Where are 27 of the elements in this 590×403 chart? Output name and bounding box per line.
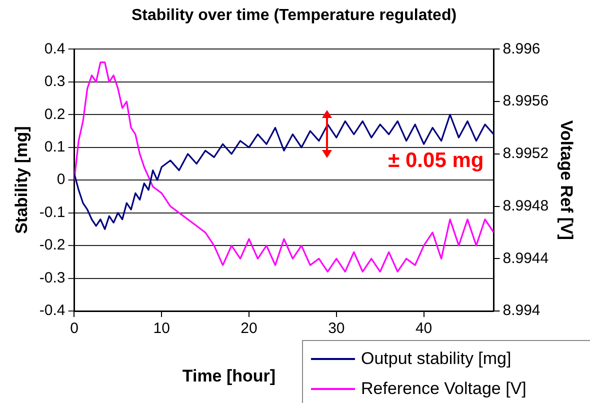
legend-label: Reference Voltage [V] — [361, 379, 526, 399]
y-tick-label: -0.2 — [39, 236, 66, 254]
annotation: ± 0.05 mg — [388, 148, 484, 172]
y2-axis-title: Voltage Ref [V] — [557, 120, 576, 240]
x-tick-label: 40 — [415, 320, 432, 338]
legend-label: Output stability [mg] — [361, 349, 512, 369]
x-tick-label: 10 — [153, 320, 170, 338]
y2-tick-label: 8.9948 — [502, 197, 549, 214]
y-tick-label: 0.4 — [44, 40, 66, 58]
y2-tick-label: 8.994 — [502, 302, 540, 320]
y2-tick-label: 8.996 — [502, 40, 540, 58]
y2-tick-label: 8.9956 — [502, 92, 549, 110]
y-tick-label: -0.4 — [39, 302, 66, 320]
y-tick-label: 0.2 — [44, 106, 66, 123]
x-tick-label: 30 — [328, 320, 345, 338]
y-tick-label: 0.1 — [44, 138, 66, 156]
chart-title: Stability over time (Temperature regulated) — [131, 7, 457, 24]
x-tick-label: 20 — [240, 320, 258, 338]
y2-tick-label: 8.9944 — [502, 250, 549, 267]
x-tick-label: 0 — [70, 320, 78, 338]
y-tick-label: -0.3 — [39, 269, 66, 286]
y-tick-label: 0 — [56, 171, 66, 188]
y-tick-label: -0.1 — [39, 204, 66, 221]
y2-tick-label: 8.9952 — [502, 145, 549, 162]
y-tick-label: 0.3 — [44, 73, 66, 90]
y-axis-title: Stability [mg] — [12, 126, 31, 234]
x-axis-title: Time [hour] — [182, 366, 276, 386]
